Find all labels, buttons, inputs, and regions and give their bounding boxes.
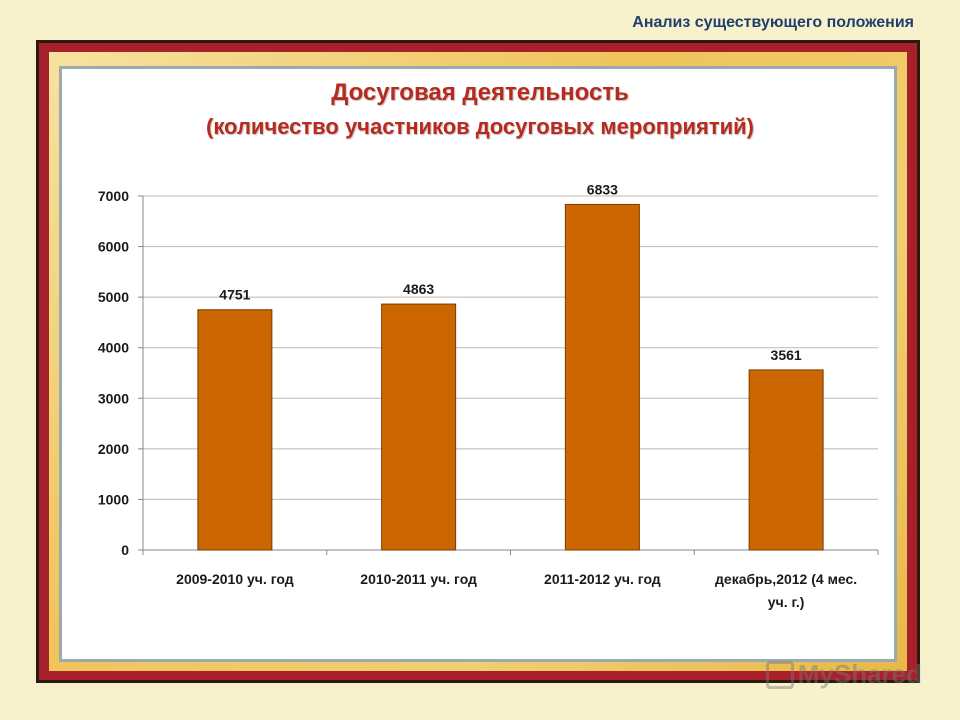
x-tick-label: уч. г.) (768, 594, 805, 610)
chart-title: Досуговая деятельность (331, 79, 629, 106)
bar (197, 309, 273, 551)
y-tick-label: 4000 (98, 340, 129, 356)
watermark: MyShared (765, 659, 922, 690)
y-tick-label: 1000 (98, 491, 129, 507)
y-tick-label: 2000 (98, 441, 129, 457)
data-label: 4863 (403, 281, 434, 297)
header-section-title: Анализ существующего положения (632, 14, 914, 31)
y-tick-label: 6000 (98, 239, 129, 255)
y-tick-label: 7000 (98, 188, 129, 204)
x-tick-label: 2010-2011 уч. год (360, 571, 477, 587)
x-tick-label: 2011-2012 уч. год (544, 571, 661, 587)
presenter-icon (765, 660, 794, 689)
x-tick-label: декабрь,2012 (4 мес. (715, 571, 857, 587)
data-label: 3561 (771, 347, 802, 363)
bar (564, 203, 640, 551)
y-tick-label: 3000 (98, 390, 129, 406)
data-label: 4751 (219, 287, 250, 303)
data-label: 6833 (587, 181, 618, 197)
watermark-text: MyShared (797, 659, 922, 689)
bar (381, 303, 457, 551)
bar (748, 369, 824, 551)
y-tick-label: 5000 (98, 289, 129, 305)
y-tick-label: 0 (121, 542, 129, 558)
chart-subtitle: (количество участников досуговых меропри… (206, 114, 754, 139)
x-tick-label: 2009-2010 уч. год (176, 571, 294, 587)
